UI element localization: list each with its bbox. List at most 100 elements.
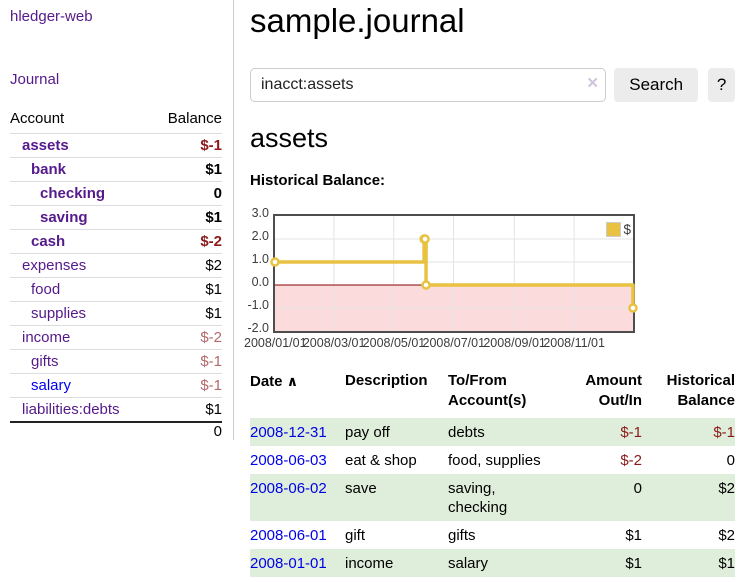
date-column-header[interactable]: Date ∧ (250, 373, 299, 390)
sidebar-accounts-body: assets $-1 bank $1 checking 0 saving $1 cash $-2 e… (10, 133, 222, 422)
register-table: Date ∧ Description To/From Account(s) Am… (250, 371, 735, 577)
account-row: cash $-2 (10, 229, 222, 254)
transaction-description: pay off (345, 424, 390, 441)
account-link-expenses[interactable]: expenses (22, 257, 87, 274)
legend-label: $ (623, 222, 631, 237)
chart-legend: $ (606, 222, 631, 237)
account-link-income[interactable]: income (22, 329, 71, 346)
search-input[interactable] (250, 68, 607, 102)
x-axis-tick-label: 2008/09/01 (483, 336, 546, 350)
chart-svg (270, 216, 638, 331)
transaction-row: 2008-12-31 pay off debts $-1 $-1 (250, 418, 735, 446)
account-link-cash[interactable]: cash (31, 233, 66, 250)
transaction-accounts: debts (448, 424, 485, 441)
main-content: sample.journal × Search ? assets Histori… (244, 0, 735, 577)
transaction-balance: 0 (726, 452, 735, 469)
account-row: supplies $1 (10, 301, 222, 326)
account-balance: $-1 (151, 133, 222, 158)
transaction-amount: $1 (625, 527, 642, 544)
balance-column-header: Historical Balance (666, 372, 735, 409)
app-brand-link[interactable]: hledger-web (10, 8, 93, 25)
historical-balance-chart: $ 3.0 2.0 1.0 0.0 -1.0 -2.0 2008/01/01 2008/03/… (244, 206, 735, 351)
help-button[interactable]: ? (708, 68, 735, 102)
x-axis-tick-label: 2008/03/01 (302, 336, 366, 350)
account-balance: $-2 (151, 325, 222, 350)
account-link-assets[interactable]: assets (22, 137, 69, 154)
y-axis-tick-label: 2.0 (251, 229, 269, 243)
account-row: saving $1 (10, 205, 222, 230)
search-button[interactable]: Search (614, 68, 699, 102)
transaction-date-link[interactable]: 2008-12-31 (250, 424, 327, 441)
accounts-column-header: To/From Account(s) (448, 372, 527, 409)
x-axis-tick-label: 2008/05/01 (362, 336, 426, 350)
description-column-header: Description (345, 372, 428, 389)
accounts-balance-table: Account Balance assets $-1 bank $1 checking 0… (10, 106, 222, 440)
account-balance: $1 (151, 277, 222, 302)
transaction-date-link[interactable]: 2008-06-01 (250, 527, 327, 544)
account-link-salary[interactable]: salary (31, 377, 72, 394)
transaction-description: eat & shop (345, 452, 417, 469)
transaction-description: gift (345, 527, 366, 544)
account-row: gifts $-1 (10, 349, 222, 374)
clear-search-icon[interactable]: × (587, 73, 599, 94)
account-balance: $1 (151, 205, 222, 230)
accounts-total-balance: 0 (151, 421, 222, 440)
sidebar-item-journal[interactable]: Journal (10, 71, 60, 88)
account-row: income $-2 (10, 325, 222, 350)
transaction-description: save (345, 480, 377, 497)
transaction-balance: $2 (718, 480, 735, 497)
account-link-checking[interactable]: checking (40, 185, 106, 202)
transaction-date-link[interactable]: 2008-06-03 (250, 452, 327, 469)
y-axis-tick-label: 3.0 (251, 206, 269, 220)
account-balance: $1 (151, 397, 222, 422)
account-balance: $-1 (151, 373, 222, 398)
account-link-supplies[interactable]: supplies (31, 305, 87, 322)
account-link-saving[interactable]: saving (40, 209, 88, 226)
transaction-balance: $-1 (713, 424, 735, 441)
account-link-gifts[interactable]: gifts (31, 353, 59, 370)
account-balance: 0 (151, 181, 222, 206)
balance-chart-plot: $ (270, 214, 638, 333)
sort-ascending-icon: ∧ (286, 373, 299, 389)
transaction-balance: $2 (718, 527, 735, 544)
search-bar: × Search ? (250, 68, 735, 102)
transaction-amount: $-2 (620, 452, 642, 469)
balance-column-header: Balance (167, 110, 222, 127)
account-row: liabilities:debts $1 (10, 397, 222, 422)
accounts-column-header: Account (10, 110, 65, 127)
transaction-row: 2008-06-03 eat & shop food, supplies $-2 0 (250, 446, 735, 474)
chart-title-label: Historical Balance: (250, 172, 386, 189)
transaction-accounts: salary (448, 555, 489, 572)
account-link-food[interactable]: food (31, 281, 61, 298)
account-link-liabilities-debts[interactable]: liabilities:debts (22, 401, 120, 418)
account-row: expenses $2 (10, 253, 222, 278)
x-axis-tick-label: 2008/11/01 (543, 336, 605, 350)
transaction-amount: $1 (625, 555, 642, 572)
transaction-description: income (345, 555, 394, 572)
accounts-total-row: 0 (10, 421, 222, 440)
transaction-accounts: gifts (448, 527, 476, 544)
account-balance: $-1 (151, 349, 222, 374)
account-row: bank $1 (10, 157, 222, 182)
transaction-row: 2008-01-01 income salary $1 $1 (250, 549, 735, 577)
search-box: × (250, 68, 607, 102)
y-axis-tick-label: -2.0 (247, 321, 269, 335)
transaction-balance: $1 (718, 555, 735, 572)
account-row: food $1 (10, 277, 222, 302)
transaction-amount: $-1 (620, 424, 642, 441)
register-body: 2008-12-31 pay off debts $-1 $-1 2008-06-03 ea… (250, 418, 735, 577)
transaction-row: 2008-06-02 save saving, checking 0 $2 (250, 474, 735, 521)
sidebar-divider (233, 0, 234, 440)
transaction-accounts: saving, checking (448, 480, 508, 516)
account-balance: $-2 (151, 229, 222, 254)
account-row: checking 0 (10, 181, 222, 206)
transaction-row: 2008-06-01 gift gifts $1 $2 (250, 521, 735, 549)
account-link-bank[interactable]: bank (31, 161, 67, 178)
y-axis-tick-label: 1.0 (251, 252, 269, 266)
transaction-date-link[interactable]: 2008-06-02 (250, 480, 327, 497)
transaction-accounts: food, supplies (448, 452, 541, 469)
transaction-amount: 0 (633, 480, 642, 497)
transaction-date-link[interactable]: 2008-01-01 (250, 555, 327, 572)
amount-column-header: Amount Out/In (585, 372, 642, 409)
y-axis-tick-label: 0.0 (251, 275, 269, 289)
